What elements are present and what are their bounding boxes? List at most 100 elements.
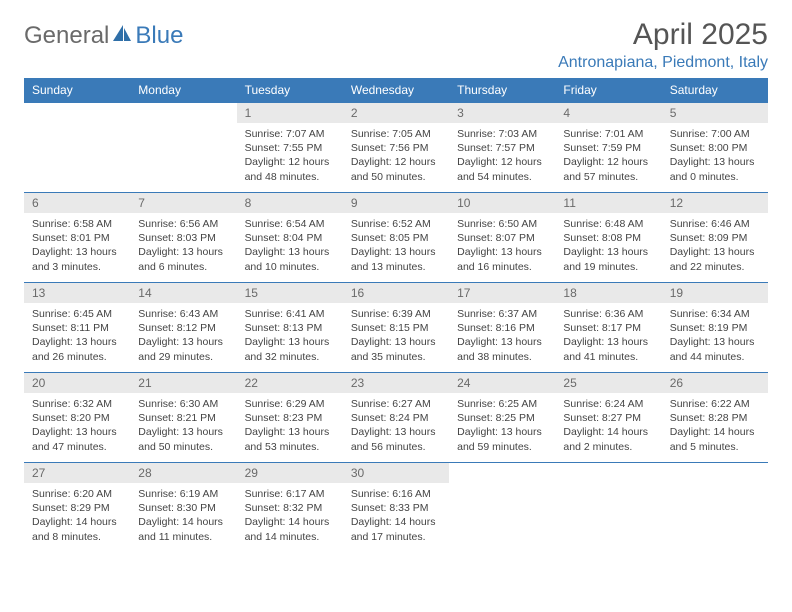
daylight-text: Daylight: 14 hours and 14 minutes. [245, 515, 335, 543]
calendar-week-row: 20Sunrise: 6:32 AMSunset: 8:20 PMDayligh… [24, 373, 768, 463]
brand-part1: General [24, 22, 109, 50]
day-number: 16 [343, 283, 449, 303]
day-body: Sunrise: 6:34 AMSunset: 8:19 PMDaylight:… [662, 303, 768, 370]
day-number: 19 [662, 283, 768, 303]
calendar-cell: 22Sunrise: 6:29 AMSunset: 8:23 PMDayligh… [237, 373, 343, 463]
daylight-text: Daylight: 13 hours and 13 minutes. [351, 245, 441, 273]
day-number: 15 [237, 283, 343, 303]
calendar-cell [24, 103, 130, 193]
day-number: 17 [449, 283, 555, 303]
month-title: April 2025 [558, 18, 768, 52]
sunrise-text: Sunrise: 6:48 AM [563, 217, 653, 231]
day-body: Sunrise: 6:46 AMSunset: 8:09 PMDaylight:… [662, 213, 768, 280]
sunrise-text: Sunrise: 6:50 AM [457, 217, 547, 231]
day-body: Sunrise: 6:22 AMSunset: 8:28 PMDaylight:… [662, 393, 768, 460]
day-body: Sunrise: 6:20 AMSunset: 8:29 PMDaylight:… [24, 483, 130, 550]
sunrise-text: Sunrise: 7:01 AM [563, 127, 653, 141]
calendar-cell: 29Sunrise: 6:17 AMSunset: 8:32 PMDayligh… [237, 463, 343, 553]
sunrise-text: Sunrise: 6:17 AM [245, 487, 335, 501]
daylight-text: Daylight: 14 hours and 8 minutes. [32, 515, 122, 543]
day-number: 6 [24, 193, 130, 213]
day-body: Sunrise: 6:16 AMSunset: 8:33 PMDaylight:… [343, 483, 449, 550]
day-body: Sunrise: 6:56 AMSunset: 8:03 PMDaylight:… [130, 213, 236, 280]
day-body: Sunrise: 6:52 AMSunset: 8:05 PMDaylight:… [343, 213, 449, 280]
sunrise-text: Sunrise: 6:30 AM [138, 397, 228, 411]
sunset-text: Sunset: 7:57 PM [457, 141, 547, 155]
sunrise-text: Sunrise: 6:19 AM [138, 487, 228, 501]
daylight-text: Daylight: 13 hours and 53 minutes. [245, 425, 335, 453]
daylight-text: Daylight: 12 hours and 50 minutes. [351, 155, 441, 183]
day-number: 3 [449, 103, 555, 123]
sunset-text: Sunset: 8:08 PM [563, 231, 653, 245]
day-body: Sunrise: 7:03 AMSunset: 7:57 PMDaylight:… [449, 123, 555, 190]
calendar-cell: 26Sunrise: 6:22 AMSunset: 8:28 PMDayligh… [662, 373, 768, 463]
day-number: 2 [343, 103, 449, 123]
calendar-cell [555, 463, 661, 553]
sunrise-text: Sunrise: 6:22 AM [670, 397, 760, 411]
day-body: Sunrise: 6:43 AMSunset: 8:12 PMDaylight:… [130, 303, 236, 370]
day-number: 12 [662, 193, 768, 213]
day-body: Sunrise: 6:29 AMSunset: 8:23 PMDaylight:… [237, 393, 343, 460]
sunrise-text: Sunrise: 6:39 AM [351, 307, 441, 321]
day-body: Sunrise: 6:17 AMSunset: 8:32 PMDaylight:… [237, 483, 343, 550]
sunset-text: Sunset: 8:17 PM [563, 321, 653, 335]
sunset-text: Sunset: 8:23 PM [245, 411, 335, 425]
sunrise-text: Sunrise: 7:05 AM [351, 127, 441, 141]
calendar-cell: 14Sunrise: 6:43 AMSunset: 8:12 PMDayligh… [130, 283, 236, 373]
calendar-cell: 3Sunrise: 7:03 AMSunset: 7:57 PMDaylight… [449, 103, 555, 193]
sunrise-text: Sunrise: 6:56 AM [138, 217, 228, 231]
day-body: Sunrise: 6:58 AMSunset: 8:01 PMDaylight:… [24, 213, 130, 280]
day-number: 11 [555, 193, 661, 213]
sunset-text: Sunset: 7:59 PM [563, 141, 653, 155]
sunset-text: Sunset: 8:28 PM [670, 411, 760, 425]
sunrise-text: Sunrise: 6:24 AM [563, 397, 653, 411]
daylight-text: Daylight: 13 hours and 0 minutes. [670, 155, 760, 183]
day-body: Sunrise: 6:30 AMSunset: 8:21 PMDaylight:… [130, 393, 236, 460]
day-number: 8 [237, 193, 343, 213]
daylight-text: Daylight: 13 hours and 35 minutes. [351, 335, 441, 363]
day-number: 5 [662, 103, 768, 123]
sunrise-text: Sunrise: 7:07 AM [245, 127, 335, 141]
daylight-text: Daylight: 13 hours and 26 minutes. [32, 335, 122, 363]
calendar-week-row: 1Sunrise: 7:07 AMSunset: 7:55 PMDaylight… [24, 103, 768, 193]
calendar-cell: 28Sunrise: 6:19 AMSunset: 8:30 PMDayligh… [130, 463, 236, 553]
sunrise-text: Sunrise: 6:43 AM [138, 307, 228, 321]
day-body: Sunrise: 6:19 AMSunset: 8:30 PMDaylight:… [130, 483, 236, 550]
sunrise-text: Sunrise: 6:20 AM [32, 487, 122, 501]
day-number: 1 [237, 103, 343, 123]
day-number: 27 [24, 463, 130, 483]
daylight-text: Daylight: 12 hours and 57 minutes. [563, 155, 653, 183]
day-body: Sunrise: 6:45 AMSunset: 8:11 PMDaylight:… [24, 303, 130, 370]
day-number: 10 [449, 193, 555, 213]
daylight-text: Daylight: 13 hours and 47 minutes. [32, 425, 122, 453]
day-number: 23 [343, 373, 449, 393]
brand-logo: General Blue [24, 22, 183, 50]
daylight-text: Daylight: 13 hours and 59 minutes. [457, 425, 547, 453]
calendar-cell: 20Sunrise: 6:32 AMSunset: 8:20 PMDayligh… [24, 373, 130, 463]
calendar-cell: 17Sunrise: 6:37 AMSunset: 8:16 PMDayligh… [449, 283, 555, 373]
calendar-cell [662, 463, 768, 553]
weekday-header: Friday [555, 78, 661, 103]
daylight-text: Daylight: 13 hours and 3 minutes. [32, 245, 122, 273]
calendar-cell: 10Sunrise: 6:50 AMSunset: 8:07 PMDayligh… [449, 193, 555, 283]
calendar-body: 1Sunrise: 7:07 AMSunset: 7:55 PMDaylight… [24, 103, 768, 553]
calendar-week-row: 6Sunrise: 6:58 AMSunset: 8:01 PMDaylight… [24, 193, 768, 283]
weekday-header: Thursday [449, 78, 555, 103]
calendar-cell [449, 463, 555, 553]
day-number: 20 [24, 373, 130, 393]
sunset-text: Sunset: 8:13 PM [245, 321, 335, 335]
day-number: 7 [130, 193, 236, 213]
sunset-text: Sunset: 8:11 PM [32, 321, 122, 335]
sunset-text: Sunset: 8:09 PM [670, 231, 760, 245]
sunset-text: Sunset: 8:01 PM [32, 231, 122, 245]
sunset-text: Sunset: 8:12 PM [138, 321, 228, 335]
daylight-text: Daylight: 13 hours and 19 minutes. [563, 245, 653, 273]
sunset-text: Sunset: 8:32 PM [245, 501, 335, 515]
daylight-text: Daylight: 14 hours and 17 minutes. [351, 515, 441, 543]
weekday-header: Tuesday [237, 78, 343, 103]
day-body: Sunrise: 6:25 AMSunset: 8:25 PMDaylight:… [449, 393, 555, 460]
daylight-text: Daylight: 13 hours and 41 minutes. [563, 335, 653, 363]
sunset-text: Sunset: 8:05 PM [351, 231, 441, 245]
day-body: Sunrise: 6:54 AMSunset: 8:04 PMDaylight:… [237, 213, 343, 280]
sunrise-text: Sunrise: 6:16 AM [351, 487, 441, 501]
